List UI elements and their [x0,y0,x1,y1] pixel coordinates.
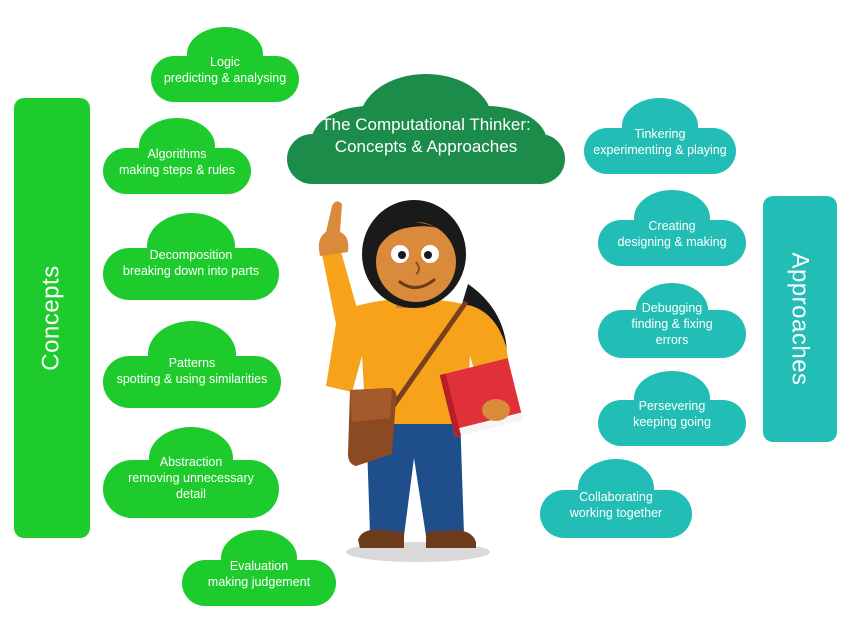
cloud-shape [151,27,299,102]
smile [398,278,436,289]
concept-cloud-algorithms: Algorithms making steps & rules [101,116,253,196]
concept-algorithms-desc: making steps & rules [118,163,236,177]
approach-cloud-debugging: Debugging finding & fixing errors [596,280,748,360]
approach-creating-name: Creating [648,219,696,233]
right-pupil [424,251,432,259]
approach-persevering-desc: keeping going [633,415,711,429]
concept-cloud-patterns: Patterns spotting & using similarities [101,318,283,410]
cloud-shape [598,190,746,266]
cloud-shape [584,98,736,174]
concept-logic-desc: predicting & analysing [163,71,287,85]
concept-evaluation-desc: making judgement [207,575,311,589]
raised-hand [318,201,349,256]
title-line-2: Concepts & Approaches [334,137,518,156]
fringe [366,221,456,252]
concept-cloud-abstraction: Abstraction removing unnecessary detail [101,424,281,520]
approach-cloud-persevering: Persevering keeping going [596,370,748,448]
concept-patterns-name: Patterns [168,356,216,370]
concept-abstraction-desc: removing unnecessary [128,471,254,485]
approach-debugging-desc-2: errors [655,333,689,347]
cloud-shape [540,459,692,538]
approach-cloud-creating: Creating designing & making [596,188,748,268]
book-hand [482,399,510,421]
concept-cloud-logic: Logic predicting & analysing [149,26,301,104]
concept-algorithms-name: Algorithms [147,147,207,161]
concepts-sidebar-label: Concepts [38,265,66,371]
right-shoe [426,530,476,548]
concept-abstraction-desc-2: detail [176,487,206,501]
concept-decomposition-desc: breaking down into parts [122,264,260,278]
concept-logic-name: Logic [210,55,240,69]
approach-cloud-tinkering: Tinkering experimenting & playing [582,96,738,176]
approach-tinkering-desc: experimenting & playing [593,143,727,157]
concept-cloud-evaluation: Evaluation making judgement [180,528,338,608]
concept-cloud-decomposition: Decomposition breaking down into parts [101,210,281,302]
approach-collaborating-name: Collaborating [579,490,653,504]
approach-tinkering-name: Tinkering [634,127,686,141]
concept-decomposition-name: Decomposition [149,248,233,262]
cloud-shape [598,283,746,358]
cloud-shape [103,118,251,194]
cloud-shape [598,371,746,446]
title-cloud: The Computational Thinker: Concepts & Ap… [283,72,569,186]
approach-cloud-collaborating: Collaborating working together [538,456,694,540]
title-line-1: The Computational Thinker: [321,115,531,134]
cloud-shape [103,213,279,300]
approach-creating-desc: designing & making [617,235,727,249]
cloud-shape [182,530,336,606]
concept-abstraction-name: Abstraction [159,455,223,469]
raised-arm [322,248,358,324]
approaches-sidebar-label: Approaches [787,252,814,386]
bag-strap [379,300,469,424]
title-cloud-shape [287,74,565,184]
left-pupil [398,251,406,259]
concept-evaluation-name: Evaluation [229,559,289,573]
nose [415,261,420,275]
satchel-flap [350,388,392,422]
computational-thinker-character [318,200,524,562]
approach-collaborating-desc: working together [569,506,663,520]
left-shoe [358,529,404,548]
approach-persevering-name: Persevering [638,399,706,413]
cloud-shape [103,321,281,408]
concept-patterns-desc: spotting & using similarities [116,372,268,386]
approach-debugging-name: Debugging [641,301,703,315]
cloud-shape [103,427,279,518]
concepts-sidebar: Concepts [14,98,90,538]
approaches-sidebar: Approaches [763,196,837,442]
approach-debugging-desc: finding & fixing [631,317,713,331]
